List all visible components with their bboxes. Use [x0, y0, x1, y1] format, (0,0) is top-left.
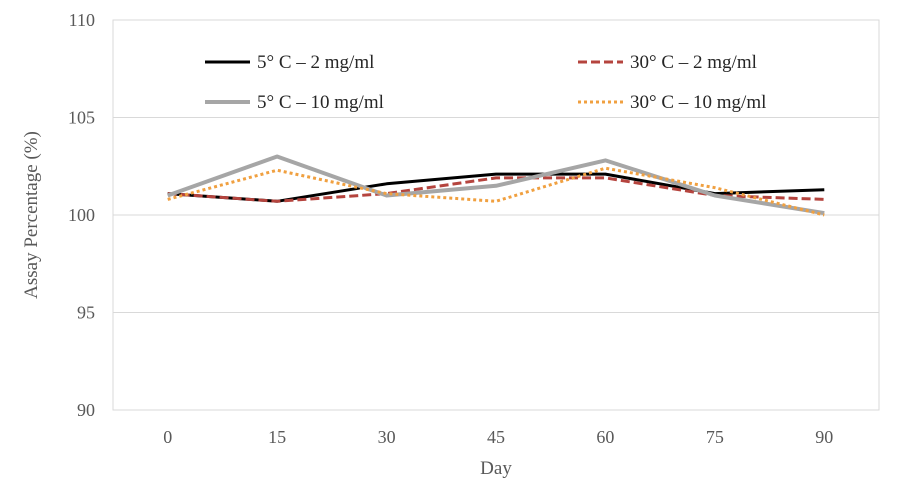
- series-lines: [167, 154, 825, 217]
- x-tick-label: 30: [378, 427, 396, 447]
- x-tick-label: 15: [268, 427, 286, 447]
- y-axis-title: Assay Percentage (%): [21, 131, 42, 299]
- legend-label: 30° C – 2 mg/ml: [630, 52, 757, 73]
- x-tick-label: 75: [706, 427, 724, 447]
- x-axis-tick-labels: 0 15 30 45 60 75 90: [163, 427, 833, 447]
- y-tick-label: 105: [68, 108, 95, 128]
- y-tick-label: 95: [77, 303, 95, 323]
- series-line-4: [167, 166, 825, 217]
- y-tick-label: 90: [77, 400, 95, 420]
- y-axis-tick-labels: 90 95 100 105 110: [68, 10, 95, 420]
- legend-label: 30° C – 10 mg/ml: [630, 92, 766, 113]
- series-line-3: [167, 154, 825, 216]
- gridlines: [113, 19, 879, 411]
- x-tick-label: 45: [487, 427, 505, 447]
- legend-label: 5° C – 10 mg/ml: [257, 92, 384, 113]
- x-tick-label: 60: [596, 427, 614, 447]
- x-axis-title: Day: [480, 458, 512, 479]
- x-tick-label: 0: [163, 427, 172, 447]
- plot-area-frame: [112, 19, 880, 411]
- legend: 5° C – 2 mg/ml 30° C – 2 mg/ml 5° C – 10 m…: [205, 52, 766, 113]
- y-tick-label: 100: [68, 205, 95, 225]
- x-tick-label: 90: [815, 427, 833, 447]
- y-tick-label: 110: [69, 10, 95, 30]
- legend-label: 5° C – 2 mg/ml: [257, 52, 374, 73]
